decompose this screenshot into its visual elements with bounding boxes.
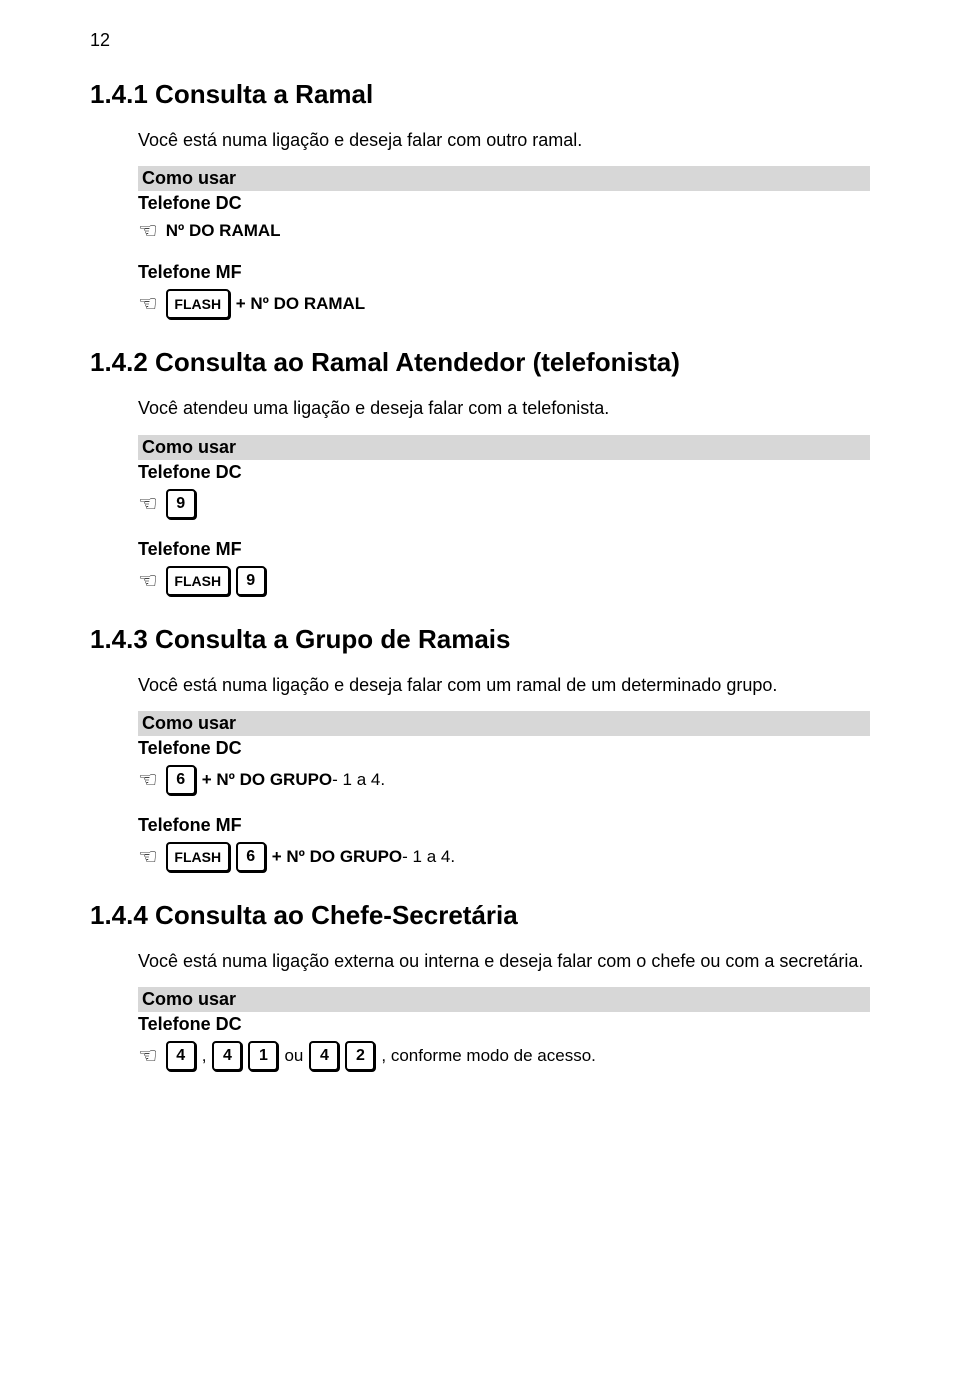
telefone-dc-label: Telefone DC [138,193,870,214]
page-number: 12 [90,30,870,51]
flash-key-icon: FLASH [166,289,230,319]
key-9-icon: 9 [236,566,266,596]
key-9-icon: 9 [166,489,196,519]
section-desc-1-4-1: Você está numa ligação e deseja falar co… [138,128,870,152]
instruction-text: + Nº DO GRUPO- 1 a 4. [202,770,385,790]
key-6-icon: 6 [236,842,266,872]
hand-icon: ☞ [138,769,158,791]
section-desc-1-4-3: Você está numa ligação e deseja falar co… [138,673,870,697]
key-4-icon: 4 [166,1041,196,1071]
telefone-dc-label: Telefone DC [138,462,870,483]
section-title-1-4-1: 1.4.1 Consulta a Ramal [90,79,870,110]
como-usar-label: Como usar [138,987,870,1012]
telefone-dc-label: Telefone DC [138,738,870,759]
instruction-row: ☞ 4, 4 1 ou 4 2 , conforme modo de acesso… [138,1041,870,1071]
hand-icon: ☞ [138,846,158,868]
instruction-text: Nº DO RAMAL [166,221,281,241]
hand-icon: ☞ [138,570,158,592]
instruction-row: ☞ FLASH 9 [138,566,870,596]
como-usar-label: Como usar [138,166,870,191]
instruction-row: ☞ 6 + Nº DO GRUPO- 1 a 4. [138,765,870,795]
key-6-icon: 6 [166,765,196,795]
instruction-row: ☞ 9 [138,489,870,519]
section-desc-1-4-4: Você está numa ligação externa ou intern… [138,949,870,973]
telefone-mf-label: Telefone MF [138,815,870,836]
key-4-icon: 4 [309,1041,339,1071]
telefone-mf-label: Telefone MF [138,262,870,283]
instruction-text: + Nº DO GRUPO- 1 a 4. [272,847,455,867]
key-4-icon: 4 [212,1041,242,1071]
como-usar-label: Como usar [138,711,870,736]
como-usar-label: Como usar [138,435,870,460]
comma-text: , [202,1046,207,1066]
instruction-row: ☞ FLASH + Nº DO RAMAL [138,289,870,319]
flash-key-icon: FLASH [166,566,230,596]
key-2-icon: 2 [345,1041,375,1071]
hand-icon: ☞ [138,220,158,242]
section-title-1-4-3: 1.4.3 Consulta a Grupo de Ramais [90,624,870,655]
section-title-1-4-4: 1.4.4 Consulta ao Chefe-Secretária [90,900,870,931]
instruction-row: ☞ FLASH 6 + Nº DO GRUPO- 1 a 4. [138,842,870,872]
key-1-icon: 1 [248,1041,278,1071]
telefone-dc-label: Telefone DC [138,1014,870,1035]
flash-key-icon: FLASH [166,842,230,872]
hand-icon: ☞ [138,1045,158,1067]
instruction-text: + Nº DO RAMAL [236,294,365,314]
hand-icon: ☞ [138,493,158,515]
telefone-mf-label: Telefone MF [138,539,870,560]
hand-icon: ☞ [138,293,158,315]
instruction-tail: , conforme modo de acesso. [381,1046,596,1066]
section-title-1-4-2: 1.4.2 Consulta ao Ramal Atendedor (telef… [90,347,870,378]
section-desc-1-4-2: Você atendeu uma ligação e deseja falar … [138,396,870,420]
ou-text: ou [284,1046,303,1066]
instruction-row: ☞ Nº DO RAMAL [138,220,870,242]
